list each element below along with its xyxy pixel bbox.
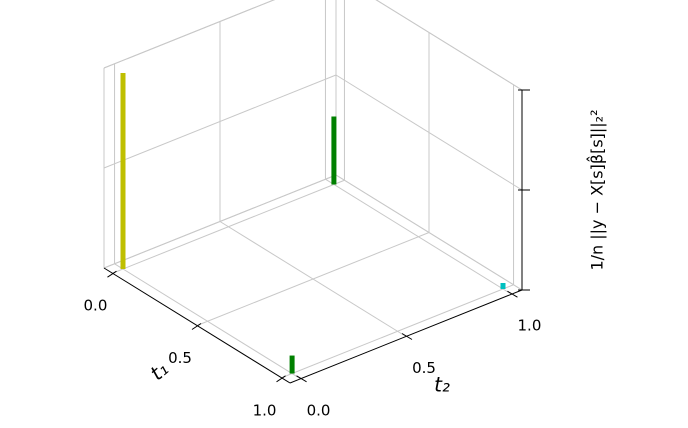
grid-line [103,74,337,169]
grid-line [219,221,407,337]
x-tick [276,375,286,383]
z-axis-label: 1/n ||y − X[s]β̂[s]||₂² [587,109,607,270]
y-tick [401,333,413,340]
y-tick-label: 0.0 [307,401,331,419]
y-axis-label: t₂ [434,373,450,397]
x-tick-label: 0.0 [84,297,108,315]
grid-line [114,263,301,380]
y-tick [296,375,307,383]
x-tick-label: 1.0 [253,401,277,419]
grid-line [325,178,512,295]
x-axis [103,267,291,384]
y-tick [507,290,518,298]
x-tick [107,270,117,278]
y-tick-label: 0.5 [412,359,436,377]
y-tick-label: 1.0 [518,317,542,335]
x-tick [191,323,202,330]
grid-line [103,0,275,69]
grid-line [335,174,523,291]
y-axis [289,289,523,384]
grid-line [375,0,523,91]
x-tick-label: 0.5 [168,349,192,367]
grid-line [335,74,523,191]
grid-line [103,174,337,269]
